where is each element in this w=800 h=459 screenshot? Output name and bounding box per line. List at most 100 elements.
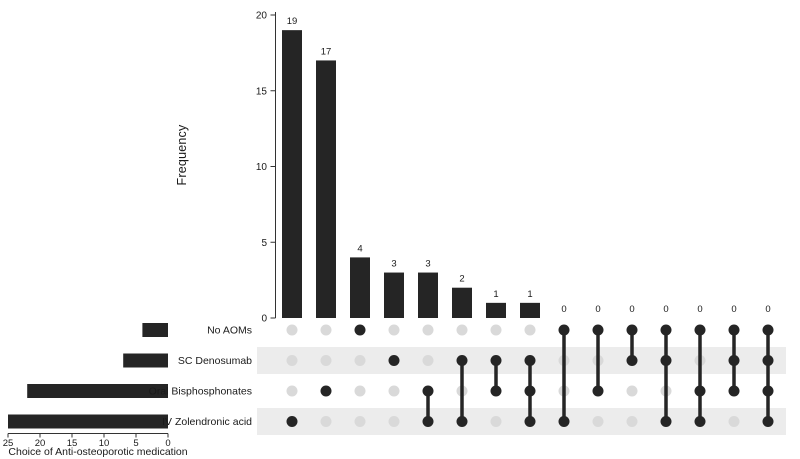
membership-dot-active bbox=[422, 416, 434, 427]
intersection-count-label: 0 bbox=[765, 304, 770, 315]
membership-dot-active bbox=[660, 416, 672, 427]
intersection-bar bbox=[350, 257, 370, 318]
membership-dot-active bbox=[592, 324, 604, 336]
membership-dot-active bbox=[558, 324, 570, 336]
matrix-row-stripe bbox=[257, 408, 786, 435]
membership-dot-active bbox=[592, 385, 604, 397]
set-size-bar bbox=[27, 384, 169, 398]
membership-dot-active bbox=[524, 355, 536, 366]
membership-dot-active bbox=[422, 385, 434, 397]
frequency-tick-label: 5 bbox=[261, 238, 267, 249]
set-label: SC Denosumab bbox=[178, 355, 252, 367]
membership-dot-active bbox=[388, 355, 400, 366]
membership-dot-inactive bbox=[320, 416, 332, 427]
membership-dot-inactive bbox=[626, 416, 638, 427]
intersection-count-label: 3 bbox=[425, 259, 430, 270]
membership-dot-active bbox=[694, 324, 706, 336]
membership-dot-active bbox=[660, 355, 672, 366]
intersection-bar bbox=[282, 30, 302, 319]
set-size-bar bbox=[8, 414, 168, 429]
membership-dot-inactive bbox=[592, 416, 604, 427]
membership-dot-active bbox=[728, 324, 740, 336]
intersection-count-label: 4 bbox=[357, 243, 362, 254]
membership-dot-active bbox=[558, 416, 570, 427]
set-size-bar bbox=[123, 353, 168, 368]
membership-dot-active bbox=[286, 416, 298, 427]
membership-dot-active bbox=[524, 416, 536, 427]
intersection-count-label: 3 bbox=[391, 259, 396, 270]
membership-dot-inactive bbox=[286, 324, 298, 336]
set-label: IV Zolendronic acid bbox=[162, 416, 252, 428]
membership-dot-active bbox=[490, 355, 502, 366]
matrix-row-stripe bbox=[257, 347, 786, 374]
set-size-tick-label: 20 bbox=[35, 438, 46, 449]
intersection-count-label: 19 bbox=[287, 16, 298, 27]
membership-dot-active bbox=[762, 416, 774, 427]
membership-dot-active bbox=[694, 416, 706, 427]
membership-dot-inactive bbox=[388, 416, 400, 427]
membership-dot-inactive bbox=[728, 416, 740, 427]
intersection-bar bbox=[316, 60, 336, 318]
membership-dot-active bbox=[762, 385, 774, 397]
membership-dot-active bbox=[626, 355, 638, 366]
membership-dot-active bbox=[354, 324, 366, 336]
membership-dot-inactive bbox=[456, 324, 468, 336]
frequency-tick-label: 20 bbox=[256, 11, 268, 22]
membership-dot-inactive bbox=[286, 355, 298, 366]
intersection-count-label: 1 bbox=[527, 289, 532, 300]
membership-dot-active bbox=[524, 385, 536, 397]
membership-dot-active bbox=[728, 355, 740, 366]
intersection-count-label: 0 bbox=[731, 304, 736, 315]
set-size-tick-label: 5 bbox=[133, 438, 138, 449]
membership-dot-active bbox=[456, 416, 468, 427]
membership-dot-active bbox=[694, 385, 706, 397]
membership-dot-inactive bbox=[286, 385, 298, 397]
membership-dot-inactive bbox=[388, 385, 400, 397]
intersection-count-label: 0 bbox=[629, 304, 634, 315]
set-size-tick-label: 10 bbox=[99, 438, 110, 449]
membership-dot-active bbox=[490, 385, 502, 397]
intersection-bar bbox=[452, 287, 472, 318]
membership-dot-active bbox=[762, 355, 774, 366]
membership-dot-inactive bbox=[388, 324, 400, 336]
membership-dot-active bbox=[728, 385, 740, 397]
intersection-bar bbox=[520, 302, 540, 318]
membership-dot-active bbox=[320, 385, 332, 397]
membership-dot-active bbox=[762, 324, 774, 336]
membership-dot-inactive bbox=[320, 324, 332, 336]
membership-dot-inactive bbox=[422, 324, 434, 336]
membership-dot-active bbox=[626, 324, 638, 336]
membership-dot-inactive bbox=[490, 324, 502, 336]
membership-dot-inactive bbox=[354, 416, 366, 427]
intersection-count-label: 0 bbox=[595, 304, 600, 315]
set-label: No AOMs bbox=[207, 325, 252, 337]
intersection-count-label: 2 bbox=[459, 274, 464, 285]
set-size-tick-label: 0 bbox=[165, 438, 170, 449]
intersection-count-label: 1 bbox=[493, 289, 498, 300]
membership-dot-active bbox=[660, 324, 672, 336]
intersection-bar bbox=[384, 272, 404, 318]
set-size-tick-label: 25 bbox=[3, 438, 14, 449]
membership-dot-inactive bbox=[320, 355, 332, 366]
set-size-bar bbox=[142, 323, 168, 337]
membership-dot-inactive bbox=[626, 385, 638, 397]
membership-dot-inactive bbox=[422, 355, 434, 366]
membership-dot-inactive bbox=[354, 385, 366, 397]
frequency-axis-title: Frequency bbox=[175, 124, 189, 186]
intersection-count-label: 0 bbox=[561, 304, 566, 315]
membership-dot-inactive bbox=[490, 416, 502, 427]
intersection-count-label: 0 bbox=[663, 304, 668, 315]
frequency-tick-label: 15 bbox=[256, 86, 268, 97]
set-label: Oral Bisphosphonates bbox=[149, 386, 252, 398]
membership-dot-inactive bbox=[524, 324, 536, 336]
intersection-bar bbox=[418, 272, 438, 318]
frequency-tick-label: 10 bbox=[256, 162, 268, 173]
set-size-tick-label: 15 bbox=[67, 438, 78, 449]
intersection-count-label: 17 bbox=[321, 46, 332, 57]
membership-dot-active bbox=[456, 355, 468, 366]
intersection-count-label: 0 bbox=[697, 304, 702, 315]
membership-dot-inactive bbox=[354, 355, 366, 366]
frequency-tick-label: 0 bbox=[261, 314, 267, 325]
